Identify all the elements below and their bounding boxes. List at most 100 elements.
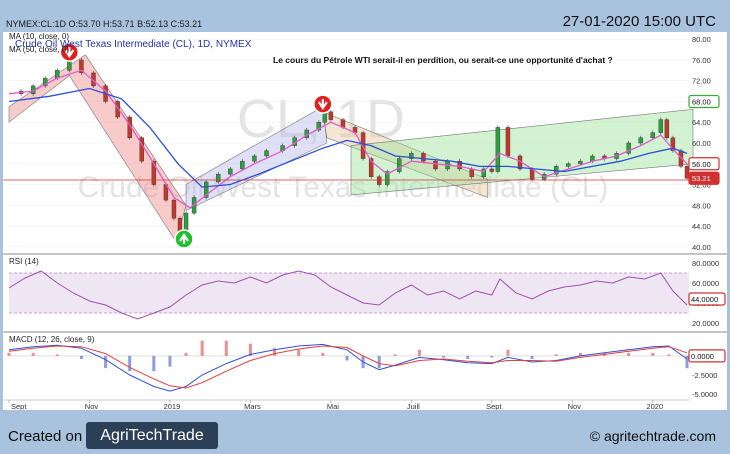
rsi-title: RSI (14) [9, 257, 39, 266]
site-credit[interactable]: © agritechtrade.com [589, 428, 716, 444]
candle [658, 119, 664, 133]
candle [566, 163, 571, 167]
rsi-line [8, 270, 688, 320]
candle [664, 119, 670, 139]
candle [626, 142, 631, 154]
price-y-tick-label: 48.00 [692, 201, 711, 210]
sell-arrow-icon [317, 99, 328, 111]
candle [183, 212, 189, 232]
candle [385, 171, 390, 185]
x-tick-label: Sept [11, 402, 27, 410]
candle [55, 70, 60, 79]
chart-title: Crude Oil West Texas Intermediate (CL), … [15, 39, 252, 50]
macd-histogram-bar [442, 355, 446, 358]
macd-histogram-bar [506, 349, 510, 356]
macd-histogram-bar [184, 352, 188, 356]
candle [115, 101, 120, 118]
agritechtrade-logo[interactable]: AgriTechTrade [86, 422, 218, 449]
price-y-tick-label: 64.00 [692, 118, 711, 127]
macd-histogram-bar [168, 355, 172, 367]
candle [171, 199, 177, 219]
x-tick-label: Juill [407, 402, 420, 410]
price-y-tick-label: 80.00 [692, 35, 711, 44]
macd-histogram-bar [224, 340, 228, 356]
x-tick-label: 2020 [646, 402, 663, 410]
price-y-tick-label: 44.00 [692, 222, 711, 231]
macd-histogram-bar [128, 355, 132, 372]
candle [650, 132, 655, 139]
rsi-level-tag [688, 292, 726, 306]
timestamp: 27-01-2020 15:00 UTC [562, 13, 716, 30]
candle [409, 153, 414, 159]
candle [481, 168, 486, 177]
rsi-level-label: 44.0000 [691, 295, 718, 304]
macd-histogram-bar [7, 352, 11, 356]
ma10-line [8, 69, 688, 209]
macd-histogram-bar [417, 349, 421, 356]
macd-title: MACD (12, 26, close, 9) [9, 335, 95, 344]
x-tick-label: 2019 [164, 402, 181, 410]
buy-arrow-icon [179, 233, 189, 245]
candle [177, 218, 183, 232]
rsi-y-tick-label: 60.0000 [692, 279, 719, 288]
macd-histogram-bar [466, 355, 470, 359]
created-on-label: Created on [8, 428, 83, 445]
price-y-tick-label: 60.00 [692, 139, 711, 148]
price-y-tick-label: 40.00 [692, 243, 711, 252]
macd-histogram-bar [152, 355, 156, 372]
candle [397, 158, 402, 172]
indicator-label-ma10: MA (10, close, 0) [9, 32, 69, 41]
macd-histogram-bar [55, 354, 59, 356]
candle [139, 137, 144, 162]
rsi-y-tick-label: 80.0000 [692, 259, 719, 268]
macd-histogram-bar [393, 354, 397, 356]
macd-signal-line [8, 345, 688, 389]
macd-y-tick-label: -5.0000 [692, 390, 717, 399]
candle [578, 160, 583, 164]
candle [328, 111, 334, 120]
candle [252, 155, 257, 162]
macd-histogram-bar [248, 343, 252, 356]
macd-histogram-bar [685, 355, 689, 369]
price-level-label: 56.00 [692, 160, 711, 169]
candle [203, 181, 209, 198]
macd-histogram-bar [297, 349, 301, 356]
x-tick-label: Sept [486, 402, 502, 410]
footer-bar: Created on AgriTechTrade © agritechtrade… [0, 418, 730, 454]
candle [638, 137, 643, 144]
candle [216, 173, 221, 183]
macd-histogram-bar [31, 352, 35, 356]
macd-histogram-bar [667, 354, 671, 356]
macd-histogram-bar [651, 352, 655, 356]
candle [43, 77, 48, 87]
candle [240, 160, 245, 170]
candle [469, 168, 474, 177]
macd-histogram-bar [345, 355, 349, 361]
candle [79, 59, 84, 74]
macd-histogram-bar [377, 355, 381, 369]
price-level-tag [688, 94, 720, 109]
rsi-band [9, 273, 689, 313]
chart-canvas[interactable]: CL, 1D Crude Oil West Texas Intermediate… [3, 32, 727, 410]
candle [505, 127, 511, 157]
macd-y-tick-label: -2.5000 [692, 371, 717, 380]
candle [670, 137, 676, 151]
x-tick-label: Nov [568, 402, 582, 410]
header-bar: NYMEX:CL:1D O:53.70 H:53.71 B:52.13 C:53… [0, 0, 730, 34]
chart-annotation: Le cours du Pétrole WTI serait-il en per… [273, 55, 613, 65]
macd-level-label: 0.0000 [691, 352, 714, 361]
price-level-tag [688, 157, 720, 171]
candle [495, 127, 501, 172]
ohlc-readout: NYMEX:CL:1D O:53.70 H:53.71 B:52.13 C:53… [6, 19, 203, 29]
macd-histogram-bar [490, 355, 494, 358]
x-tick-label: Mars [244, 402, 261, 410]
price-level-tag [688, 171, 720, 185]
candle [264, 150, 269, 157]
indicator-label-ma50: MA (50, close, 0) [9, 45, 69, 54]
macd-histogram-bar [104, 355, 108, 369]
macd-histogram-bar [530, 355, 534, 359]
macd-histogram-bar [79, 355, 83, 359]
